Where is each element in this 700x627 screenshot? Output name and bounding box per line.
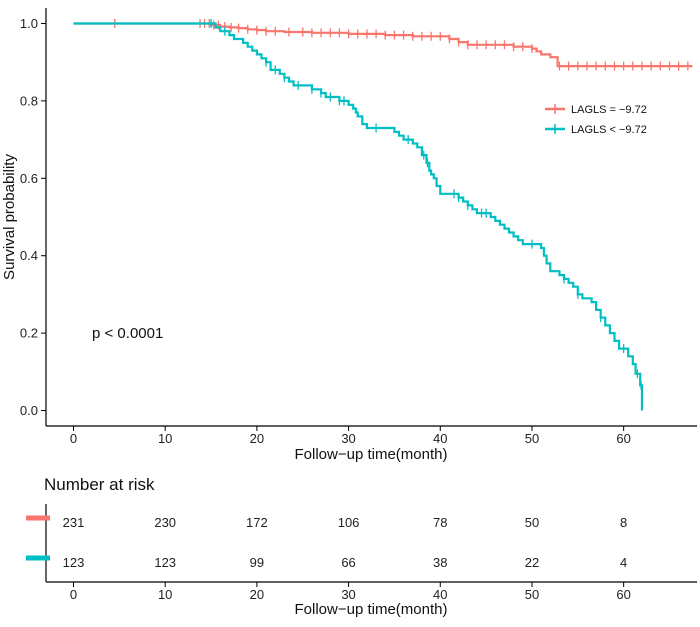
risk-table-x-axis-title: Follow−up time(month)	[295, 601, 448, 618]
risk-count: 99	[250, 555, 264, 570]
risk-x-tick-label: 50	[525, 587, 539, 602]
y-axis-title: Survival probability	[1, 154, 18, 280]
risk-count: 4	[620, 555, 627, 570]
risk-count: 78	[433, 515, 447, 530]
p-value-annotation: p < 0.0001	[92, 325, 163, 342]
y-tick-label: 0.6	[20, 171, 38, 186]
curves-layer	[73, 18, 693, 411]
y-tick-layer: 0.0 0.2 0.4 0.6 0.8 1.0	[20, 16, 46, 418]
legend: LAGLS = −9.72 LAGLS < −9.72	[545, 104, 647, 136]
risk-count: 66	[341, 555, 355, 570]
risk-count: 8	[620, 515, 627, 530]
risk-x-tick-label: 60	[616, 587, 630, 602]
x-axis-title: Follow−up time(month)	[295, 446, 448, 463]
x-tick-label: 10	[158, 431, 172, 446]
x-tick-label: 0	[70, 431, 77, 446]
x-tick-label: 20	[250, 431, 264, 446]
y-tick-label: 1.0	[20, 16, 38, 31]
x-tick-label: 30	[341, 431, 355, 446]
risk-count: 38	[433, 555, 447, 570]
y-tick-label: 0.4	[20, 248, 38, 263]
risk-x-tick-label: 10	[158, 587, 172, 602]
risk-count: 50	[525, 515, 539, 530]
risk-count: 172	[246, 515, 268, 530]
risk-x-tick-label: 30	[341, 587, 355, 602]
risk-numbers-layer: 231 230 172 106 78 50 8 123 123 99 66 38 22 4	[63, 515, 628, 570]
y-tick-label: 0.2	[20, 326, 38, 341]
risk-count: 123	[63, 555, 85, 570]
legend-item-low: LAGLS < −9.72	[545, 124, 647, 136]
risk-count: 230	[154, 515, 176, 530]
risk-x-tick-layer: 0 10 20 30 40 50 60	[70, 582, 631, 602]
risk-count: 22	[525, 555, 539, 570]
risk-x-tick-label: 0	[70, 587, 77, 602]
legend-item-high: LAGLS = −9.72	[545, 104, 647, 116]
risk-table-title: Number at risk	[44, 475, 155, 494]
legend-label-high: LAGLS = −9.72	[571, 104, 647, 116]
x-tick-label: 40	[433, 431, 447, 446]
x-tick-layer: 0 10 20 30 40 50 60	[70, 426, 631, 446]
risk-count: 231	[63, 515, 85, 530]
risk-x-tick-label: 40	[433, 587, 447, 602]
y-tick-label: 0.8	[20, 93, 38, 108]
km-curve-series-2	[73, 22, 644, 411]
x-tick-label: 50	[525, 431, 539, 446]
risk-x-tick-label: 20	[250, 587, 264, 602]
km-curve-series-1	[73, 22, 693, 68]
risk-count: 123	[154, 555, 176, 570]
y-tick-label: 0.0	[20, 403, 38, 418]
risk-count: 106	[338, 515, 360, 530]
legend-label-low: LAGLS < −9.72	[571, 124, 647, 136]
x-tick-label: 60	[616, 431, 630, 446]
